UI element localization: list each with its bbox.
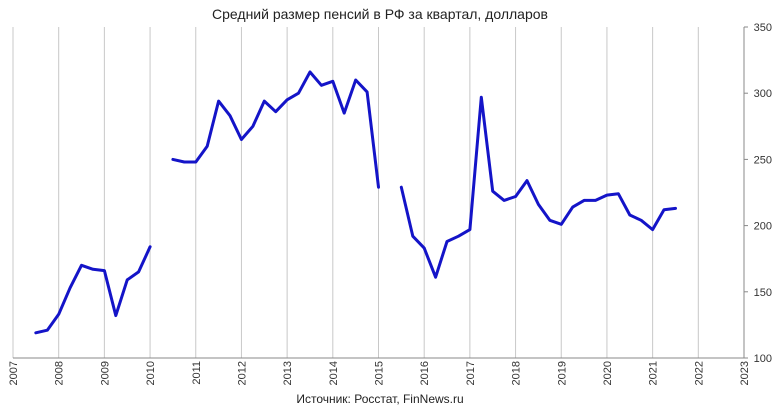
x-tick-label-2020: 2020 [602, 361, 614, 385]
x-tick-label-2022: 2022 [693, 361, 705, 385]
x-tick-label-2008: 2008 [54, 361, 66, 385]
x-tick-label-2014: 2014 [328, 361, 340, 385]
y-tick-label-350: 350 [754, 22, 772, 34]
source-note: Источник: Росстат, FinNews.ru [296, 392, 464, 406]
x-tick-label-2010: 2010 [145, 361, 157, 385]
series-line-segment-2 [171, 70, 380, 189]
y-tick-label-250: 250 [754, 154, 772, 166]
grid-lines [12, 27, 745, 358]
x-tick-label-2015: 2015 [374, 361, 386, 385]
x-tick-label-2016: 2016 [419, 361, 431, 385]
series-lines [34, 70, 677, 335]
tick-labels: 2007 2008 2009 2010 2011 2012 2013 2014 2015 2016… [8, 22, 772, 385]
x-tick-label-2018: 2018 [511, 361, 523, 385]
chart-title: Средний размер пенсий в РФ за квартал, д… [212, 6, 548, 22]
x-tick-label-2017: 2017 [465, 361, 477, 385]
x-tick-label-2011: 2011 [191, 361, 203, 385]
axes [13, 26, 748, 359]
x-tick-label-2007: 2007 [8, 361, 20, 385]
x-tick-label-2023: 2023 [739, 361, 751, 385]
x-tick-label-2021: 2021 [648, 361, 660, 385]
x-tick-label-2019: 2019 [556, 361, 568, 385]
x-tick-label-2009: 2009 [99, 361, 111, 385]
series-line-segment-1 [34, 245, 152, 335]
y-tick-label-300: 300 [754, 88, 772, 100]
y-tick-label-200: 200 [754, 221, 772, 233]
series-line-segment-3 [399, 95, 677, 279]
y-tick-label-100: 100 [754, 353, 772, 365]
x-tick-label-2012: 2012 [236, 361, 248, 385]
x-tick-label-2013: 2013 [282, 361, 294, 385]
y-tick-label-150: 150 [754, 287, 772, 299]
